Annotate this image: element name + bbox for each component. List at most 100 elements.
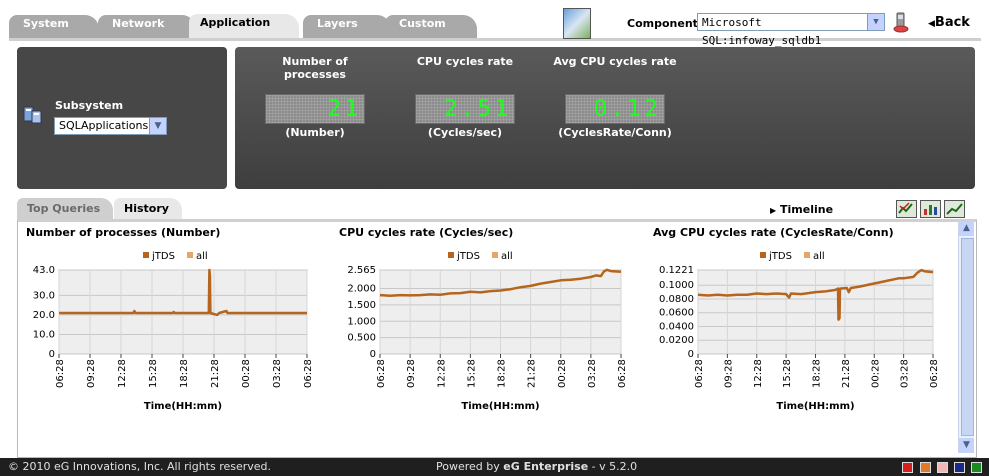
y-tick-label: 10.0 bbox=[33, 329, 55, 340]
subsystem-select-value: SQLApplications bbox=[59, 119, 149, 132]
x-tick-label: 06:28 bbox=[55, 359, 66, 388]
x-tick-label: 06:28 bbox=[617, 359, 628, 388]
metric-title-processes: Number of processes bbox=[282, 55, 348, 81]
back-arrow-icon: ◀ bbox=[928, 19, 935, 29]
tab-label: Top Queries bbox=[27, 202, 101, 215]
theme-swatch-green[interactable] bbox=[971, 462, 982, 473]
x-tick-label: 06:28 bbox=[694, 359, 705, 388]
back-button[interactable]: ◀Back bbox=[928, 15, 970, 30]
footer-product: eG Enterprise bbox=[503, 460, 589, 473]
component-select-value: Microsoft SQL:infoway_sqldb1 bbox=[702, 16, 822, 47]
x-tick-label: 09:28 bbox=[406, 359, 417, 388]
timeline-label: Timeline bbox=[780, 203, 834, 216]
lcd-processes: 21 bbox=[265, 94, 365, 124]
legend-swatch-jtds bbox=[143, 252, 149, 258]
component-label: Component bbox=[627, 17, 698, 30]
x-tick-label: 00:28 bbox=[557, 359, 568, 388]
x-tick-label: 09:28 bbox=[86, 359, 97, 388]
legend-swatch-all bbox=[804, 252, 810, 258]
x-tick-label: 15:28 bbox=[466, 359, 477, 388]
tab-label: System bbox=[23, 17, 69, 30]
phone-icon[interactable] bbox=[893, 11, 909, 33]
legend-swatch-all bbox=[492, 252, 498, 258]
tab-label: Application bbox=[200, 16, 271, 29]
component-select[interactable]: Microsoft SQL:infoway_sqldb1 ▼ bbox=[697, 13, 885, 47]
y-tick-label: 0 bbox=[49, 349, 55, 360]
metric-unit-processes: (Number) bbox=[285, 126, 345, 139]
metric-unit-avg-cpu: (CyclesRate/Conn) bbox=[558, 126, 672, 139]
x-axis-label: Time(HH:mm) bbox=[776, 401, 854, 412]
y-tick-label: 30.0 bbox=[33, 290, 55, 301]
component-map-icon[interactable] bbox=[563, 8, 591, 39]
timeline-toggle[interactable]: ▶ Timeline bbox=[770, 203, 833, 216]
scroll-thumb[interactable] bbox=[961, 238, 974, 436]
lcd-avg-cpu: 0.12 bbox=[565, 94, 665, 124]
tab-history[interactable]: History bbox=[114, 198, 182, 221]
x-tick-label: 03:28 bbox=[272, 359, 283, 388]
x-tick-label: 06:28 bbox=[929, 359, 940, 388]
chevron-down-icon: ▼ bbox=[149, 118, 166, 134]
x-tick-label: 12:28 bbox=[117, 359, 128, 388]
tab-layers[interactable]: Layers bbox=[303, 15, 391, 39]
tab-application[interactable]: Application bbox=[189, 14, 299, 41]
footer-powered: Powered by eG Enterprise - v 5.2.0 bbox=[436, 458, 637, 476]
x-tick-label: 21:28 bbox=[210, 359, 221, 388]
x-tick-label: 06:28 bbox=[303, 359, 314, 388]
legend-label: all bbox=[813, 251, 825, 262]
line-chart-icon[interactable] bbox=[944, 200, 965, 218]
footer-powered-prefix: Powered by bbox=[436, 460, 500, 473]
x-tick-label: 18:28 bbox=[812, 359, 823, 388]
metric-title-avg-cpu: Avg CPU cycles rate bbox=[553, 55, 677, 68]
y-tick-label: 20.0 bbox=[33, 310, 55, 321]
theme-swatch-red[interactable] bbox=[902, 462, 913, 473]
y-tick-label: 0 bbox=[688, 349, 694, 360]
lcd-cpu-rate: 2.51 bbox=[415, 94, 515, 124]
y-tick-label: 0.500 bbox=[347, 333, 376, 344]
legend-label: jTDS bbox=[768, 251, 792, 262]
tab-label: Layers bbox=[317, 17, 358, 30]
chart-avg-cpu: jTDS all 0.1221 0.1000 0.0800 0.0600 0.0400 0.0… bbox=[659, 251, 940, 412]
x-tick-label: 15:28 bbox=[148, 359, 159, 388]
chevron-down-icon[interactable]: ▼ bbox=[959, 438, 974, 453]
y-tick-label: 0.0600 bbox=[659, 308, 694, 319]
subsystem-select[interactable]: SQLApplications ▼ bbox=[54, 117, 167, 135]
chart-title-cpu-rate: CPU cycles rate (Cycles/sec) bbox=[339, 226, 514, 239]
tab-label: Custom bbox=[399, 17, 446, 30]
metric-title-cpu-rate: CPU cycles rate bbox=[416, 55, 514, 68]
y-tick-label: 0.0200 bbox=[659, 335, 694, 346]
y-tick-label: 2.565 bbox=[347, 265, 376, 276]
x-tick-label: 09:28 bbox=[723, 359, 734, 388]
x-tick-label: 15:28 bbox=[782, 359, 793, 388]
series-line-jtds bbox=[379, 268, 622, 297]
chart-check-icon[interactable] bbox=[896, 200, 917, 218]
back-label: Back bbox=[934, 15, 970, 30]
tab-custom[interactable]: Custom bbox=[385, 15, 477, 39]
theme-swatch-pink[interactable] bbox=[937, 462, 948, 473]
subsystem-label: Subsystem bbox=[55, 99, 124, 112]
chevron-up-icon[interactable]: ▲ bbox=[959, 221, 974, 236]
x-tick-label: 03:28 bbox=[900, 359, 911, 388]
x-tick-label: 12:28 bbox=[436, 359, 447, 388]
vertical-scrollbar[interactable]: ▲ ▼ bbox=[958, 221, 974, 453]
x-axis-label: Time(HH:mm) bbox=[144, 401, 222, 412]
y-tick-label: 0.1000 bbox=[659, 280, 694, 291]
x-tick-label: 00:28 bbox=[241, 359, 252, 388]
theme-swatch-navy[interactable] bbox=[954, 462, 965, 473]
tab-network[interactable]: Network bbox=[98, 15, 196, 39]
tab-top-queries[interactable]: Top Queries bbox=[17, 198, 113, 221]
database-server-icon bbox=[23, 106, 42, 124]
tab-label: Network bbox=[112, 17, 165, 30]
legend-label: all bbox=[501, 251, 513, 262]
metric-unit-cpu-rate: (Cycles/sec) bbox=[427, 126, 503, 139]
chart-title-avg-cpu: Avg CPU cycles rate (CyclesRate/Conn) bbox=[653, 226, 894, 239]
footer-copyright: © 2010 eG Innovations, Inc. All rights r… bbox=[8, 460, 272, 473]
legend-swatch-jtds bbox=[448, 252, 454, 258]
y-tick-label: 1.500 bbox=[347, 300, 376, 311]
x-tick-label: 06:28 bbox=[376, 359, 387, 388]
tab-system[interactable]: System bbox=[9, 15, 99, 39]
y-tick-label: 2.000 bbox=[347, 284, 376, 295]
theme-swatch-orange[interactable] bbox=[920, 462, 931, 473]
bar-chart-icon[interactable] bbox=[920, 200, 941, 218]
